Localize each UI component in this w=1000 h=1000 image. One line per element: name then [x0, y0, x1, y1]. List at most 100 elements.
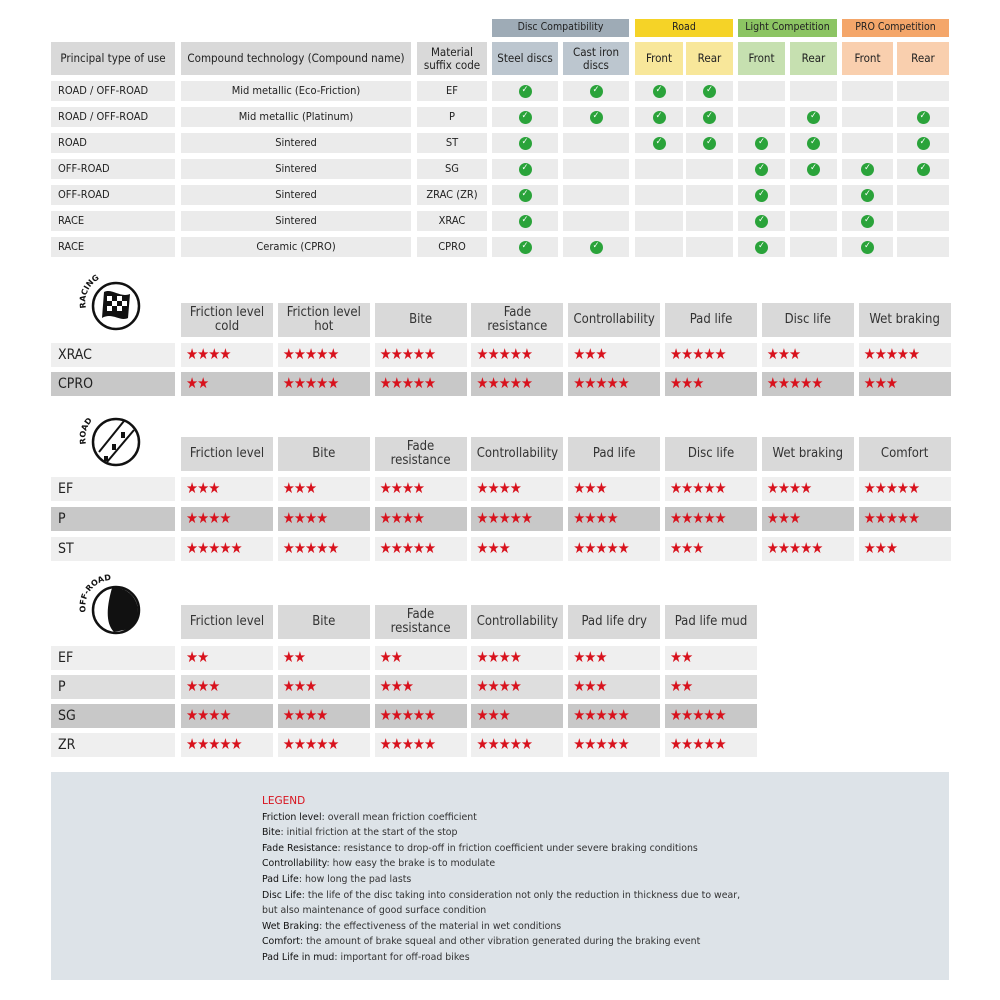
star-icon: ★: [789, 539, 801, 558]
compat-cell: [563, 133, 629, 153]
column-header: Steel discs: [492, 42, 558, 75]
check-icon: ✓: [652, 110, 666, 124]
star-icon: ★: [230, 539, 242, 558]
star-icon: ★: [282, 509, 295, 528]
code-cell: ST: [417, 133, 487, 153]
compat-cell: ✓: [842, 211, 893, 231]
star-icon: ★: [282, 374, 295, 393]
check-icon: ✓: [916, 110, 930, 124]
star-rating: ★ ★ ★ ★: [181, 343, 273, 367]
star-icon: ★: [670, 735, 682, 754]
star-icon: ★: [509, 677, 522, 696]
star-rating: ★ ★ ★ ★: [471, 675, 564, 699]
star-icon: ★: [874, 539, 887, 558]
star-icon: ★: [766, 374, 779, 393]
star-icon: ★: [670, 648, 682, 667]
star-icon: ★: [487, 374, 500, 393]
star-icon: ★: [863, 345, 876, 364]
star-rating: ★ ★ ★ ★: [277, 704, 370, 728]
star-icon: ★: [327, 374, 339, 393]
star-icon: ★: [379, 374, 392, 393]
star-rating: ★ ★ ★ ★ ★: [568, 372, 661, 396]
star-icon: ★: [908, 509, 920, 528]
compat-cell: [790, 211, 837, 231]
star-icon: ★: [412, 735, 425, 754]
star-icon: ★: [584, 706, 596, 725]
star-icon: ★: [692, 539, 704, 558]
star-icon: ★: [208, 509, 220, 528]
star-icon: ★: [498, 677, 511, 696]
star-icon: ★: [584, 735, 596, 754]
star-icon: ★: [316, 706, 328, 725]
star-icon: ★: [777, 509, 790, 528]
star-icon: ★: [789, 509, 801, 528]
star-icon: ★: [293, 479, 306, 498]
star-icon: ★: [606, 539, 619, 558]
row-label: SG: [51, 704, 175, 728]
star-rating: ★ ★ ★ ★ ★: [568, 537, 661, 561]
use-cell: ROAD: [51, 133, 175, 153]
star-icon: ★: [874, 509, 887, 528]
check-icon: ✓: [755, 136, 768, 150]
star-icon: ★: [197, 479, 209, 498]
use-cell: OFF-ROAD: [51, 185, 175, 205]
star-icon: ★: [703, 706, 715, 725]
check-icon: ✓: [755, 240, 768, 254]
star-rating: ★ ★ ★ ★ ★: [858, 477, 951, 501]
compat-cell: [738, 107, 785, 127]
star-rating: ★ ★: [181, 646, 273, 670]
star-icon: ★: [476, 539, 488, 558]
star-rating: ★ ★ ★ ★ ★: [181, 733, 273, 757]
code-cell: EF: [417, 81, 487, 101]
star-icon: ★: [863, 479, 876, 498]
check-icon: ✓: [807, 110, 820, 124]
compat-cell: [897, 237, 949, 257]
star-icon: ★: [487, 479, 500, 498]
star-icon: ★: [305, 706, 317, 725]
star-icon: ★: [379, 677, 392, 696]
star-rating: ★ ★ ★ ★ ★: [858, 507, 951, 531]
group-header: Light Competition: [738, 19, 837, 37]
star-icon: ★: [789, 374, 801, 393]
star-icon: ★: [681, 735, 693, 754]
check-icon: ✓: [518, 240, 532, 254]
star-icon: ★: [390, 539, 403, 558]
star-icon: ★: [401, 706, 414, 725]
star-icon: ★: [282, 706, 295, 725]
star-icon: ★: [509, 479, 522, 498]
check-icon: ✓: [755, 162, 768, 176]
star-rating: ★ ★ ★ ★ ★: [374, 343, 467, 367]
star-rating: ★ ★ ★ ★ ★: [374, 537, 467, 561]
star-rating: ★ ★: [277, 646, 370, 670]
star-rating: ★ ★ ★ ★ ★: [277, 372, 370, 396]
star-rating: ★ ★ ★ ★ ★: [568, 733, 661, 757]
star-icon: ★: [573, 539, 585, 558]
star-icon: ★: [197, 509, 209, 528]
compound-cell: Mid metallic (Eco-Friction): [181, 81, 411, 101]
star-icon: ★: [896, 345, 909, 364]
compat-cell: ✓: [686, 107, 733, 127]
star-icon: ★: [896, 509, 909, 528]
compat-cell: [635, 237, 683, 257]
off-road-icon: OFF-ROAD: [78, 573, 141, 635]
star-icon: ★: [520, 509, 533, 528]
star-icon: ★: [681, 479, 693, 498]
star-icon: ★: [197, 374, 209, 393]
star-rating: ★ ★ ★: [181, 675, 273, 699]
star-icon: ★: [766, 345, 779, 364]
star-icon: ★: [293, 648, 306, 667]
star-icon: ★: [487, 677, 500, 696]
star-icon: ★: [800, 539, 812, 558]
star-icon: ★: [703, 735, 715, 754]
star-icon: ★: [714, 706, 726, 725]
star-icon: ★: [573, 648, 585, 667]
rating-column-header: Controllability: [471, 605, 564, 639]
legend-desc: : initial friction at the start of the s…: [280, 827, 458, 839]
star-rating: ★ ★ ★ ★ ★: [277, 733, 370, 757]
star-icon: ★: [681, 648, 693, 667]
star-icon: ★: [789, 479, 801, 498]
star-icon: ★: [476, 735, 488, 754]
star-icon: ★: [487, 509, 500, 528]
star-rating: ★ ★: [374, 646, 467, 670]
compat-cell: ✓: [686, 81, 733, 101]
